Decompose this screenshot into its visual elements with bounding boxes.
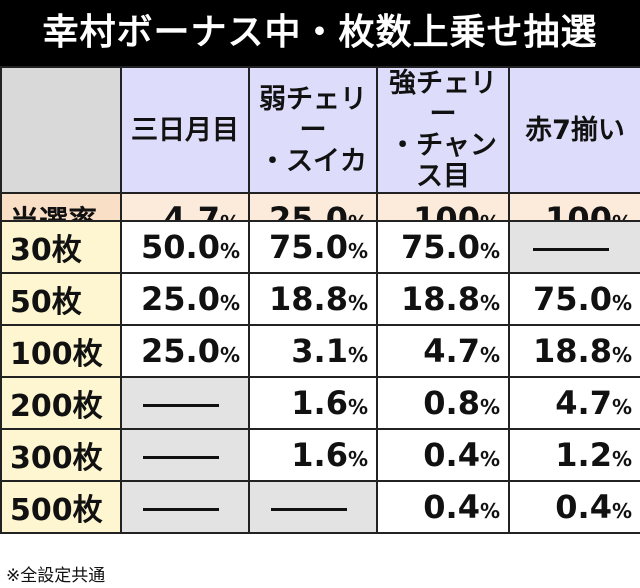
odds-value [120, 480, 250, 534]
percent-unit: % [611, 343, 632, 367]
odds-value: 0.4% [376, 480, 510, 534]
odds-value: 50.0% [120, 220, 250, 274]
odds-value [248, 480, 378, 534]
odds-value: 18.8% [508, 324, 640, 378]
odds-value: 25.0% [120, 272, 250, 326]
odds-value: 18.8% [376, 272, 510, 326]
percent-unit: % [219, 239, 240, 263]
percent-unit: % [347, 395, 368, 419]
not-applicable-dash [143, 455, 219, 459]
table-row: 300枚 1.6% 0.4% 1.2% [0, 428, 640, 482]
percent-unit: % [611, 395, 632, 419]
odds-value: 0.4% [508, 480, 640, 534]
table-row: 200枚 1.6% 0.8% 4.7% [0, 376, 640, 430]
corner-cell [0, 65, 122, 195]
percent-unit: % [479, 447, 500, 471]
column-header-strong-cherry-chance: 強チェリー ・チャンス目 [376, 65, 510, 195]
table-row: 30枚 50.0% 75.0% 75.0% [0, 220, 640, 274]
percent-unit: % [611, 291, 632, 315]
bonus-odds-table: 30枚 50.0% 75.0% 75.0% 50枚 25.0% 18.8% 18.8% 75.0… [0, 220, 640, 534]
row-label: 100枚 [0, 324, 122, 378]
odds-value: 1.6% [248, 376, 378, 430]
odds-value: 0.8% [376, 376, 510, 430]
percent-unit: % [347, 239, 368, 263]
percent-unit: % [611, 499, 632, 523]
row-label: 500枚 [0, 480, 122, 534]
odds-value: 75.0% [508, 272, 640, 326]
percent-unit: % [479, 395, 500, 419]
odds-value: 3.1% [248, 324, 378, 378]
odds-value [120, 428, 250, 482]
not-applicable-dash [533, 247, 609, 251]
percent-unit: % [347, 343, 368, 367]
odds-value: 25.0% [120, 324, 250, 378]
column-header-red7: 赤7揃い [508, 65, 640, 195]
table-row: 500枚 0.4% 0.4% [0, 480, 640, 534]
page-title: 幸村ボーナス中・枚数上乗せ抽選 [0, 0, 640, 66]
percent-unit: % [479, 499, 500, 523]
percent-unit: % [479, 291, 500, 315]
not-applicable-dash [143, 507, 219, 511]
odds-value: 75.0% [248, 220, 378, 274]
percent-unit: % [347, 291, 368, 315]
percent-unit: % [219, 291, 240, 315]
row-label: 50枚 [0, 272, 122, 326]
footnote: ※全設定共通 [6, 566, 106, 586]
row-label: 30枚 [0, 220, 122, 274]
odds-value: 75.0% [376, 220, 510, 274]
percent-unit: % [479, 343, 500, 367]
odds-value [508, 220, 640, 274]
odds-value: 1.2% [508, 428, 640, 482]
table-row: 50枚 25.0% 18.8% 18.8% 75.0% [0, 272, 640, 326]
not-applicable-dash [143, 403, 219, 407]
column-header-mikazuki: 三日月目 [120, 65, 250, 195]
percent-unit: % [347, 447, 368, 471]
percent-unit: % [611, 447, 632, 471]
table-row: 100枚 25.0% 3.1% 4.7% 18.8% [0, 324, 640, 378]
row-label: 200枚 [0, 376, 122, 430]
odds-value: 1.6% [248, 428, 378, 482]
column-header-weak-cherry-suika: 弱チェリー ・スイカ [248, 65, 378, 195]
odds-value: 18.8% [248, 272, 378, 326]
odds-value: 4.7% [376, 324, 510, 378]
column-header-row: 三日月目 弱チェリー ・スイカ 強チェリー ・チャンス目 赤7揃い [0, 65, 640, 195]
odds-value: 4.7% [508, 376, 640, 430]
percent-unit: % [479, 239, 500, 263]
row-label: 300枚 [0, 428, 122, 482]
odds-value: 0.4% [376, 428, 510, 482]
odds-value [120, 376, 250, 430]
percent-unit: % [219, 343, 240, 367]
not-applicable-dash [271, 507, 347, 511]
